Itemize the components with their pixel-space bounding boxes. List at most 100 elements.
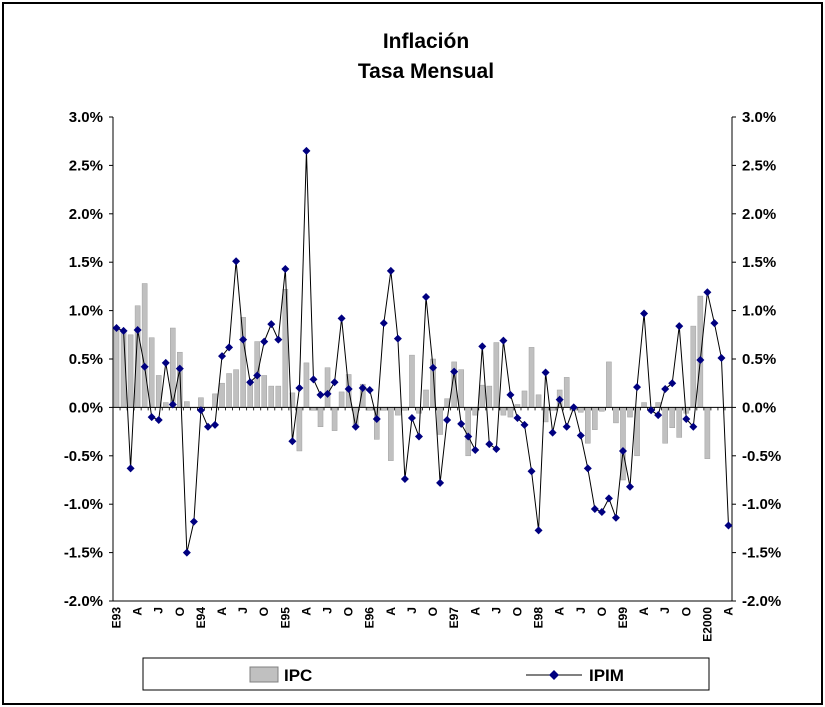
ipim-point: [168, 400, 177, 409]
ipim-point: [506, 390, 515, 399]
ipim-point: [647, 406, 656, 415]
ipim-point: [288, 437, 297, 446]
x-tick-label: A: [299, 607, 313, 616]
ipim-point: [316, 390, 325, 399]
ipc-bar: [521, 390, 528, 408]
ipc-bar: [240, 317, 246, 408]
ipim-point: [682, 415, 691, 424]
x-tick-label: E94: [194, 607, 208, 629]
ipim-point: [618, 446, 627, 455]
ipim-point: [464, 432, 473, 441]
chart-subtitle: Tasa Mensual: [358, 60, 494, 83]
ipim-point: [689, 422, 698, 431]
ipim-point: [175, 364, 184, 373]
ipim-line: [112, 146, 733, 557]
ipc-bar: [507, 407, 514, 418]
ipim-point: [302, 146, 311, 155]
x-tick-label: O: [510, 607, 524, 616]
ipc-bar: [409, 354, 415, 408]
x-tick-label: E97: [447, 607, 461, 629]
ipc-bar: [577, 407, 584, 413]
ipc-bar: [296, 407, 303, 452]
ipc-bar: [113, 327, 120, 408]
x-tick-label: J: [405, 607, 419, 614]
ipim-point: [210, 420, 219, 429]
x-tick-label: O: [679, 607, 693, 616]
ipim-point: [161, 358, 170, 367]
x-tick-label: O: [595, 607, 609, 616]
ipim-point: [218, 352, 227, 361]
ipim-point: [696, 355, 705, 364]
ipim-point: [583, 464, 592, 473]
ipc-bar: [500, 407, 507, 416]
ipim-point: [407, 414, 416, 423]
ipim-point: [267, 320, 276, 329]
ipim-point: [281, 264, 290, 273]
ipc-bar: [219, 382, 225, 408]
ipc-bar: [669, 407, 675, 428]
x-tick-label: O: [173, 607, 187, 616]
y-tick-label-left: -0.5%: [64, 448, 103, 465]
ipim-point: [154, 415, 163, 424]
ipim-point: [555, 395, 564, 404]
y-tick-label-left: 1.0%: [69, 303, 103, 320]
ipim-point: [119, 326, 128, 335]
ipim-point: [717, 354, 726, 363]
ipim-point: [534, 526, 543, 535]
ipc-bar: [683, 407, 690, 414]
legend-swatch-ipc: [249, 666, 279, 683]
ipim-point: [597, 507, 606, 516]
ipim-point: [478, 342, 487, 351]
ipim-point: [126, 464, 135, 473]
ipim-point: [710, 319, 719, 328]
y-tick-label-right: 2.0%: [742, 206, 776, 223]
y-tick-label-right: -1.0%: [742, 496, 781, 513]
ipc-bar: [697, 295, 704, 408]
ipc-bar: [268, 385, 275, 408]
ipim-point: [379, 319, 388, 328]
ipim-point: [661, 385, 670, 394]
ipim-point: [133, 325, 142, 334]
ipc-bar: [690, 325, 697, 408]
y-tick-label-right: 3.0%: [742, 109, 776, 126]
ipim-point: [703, 288, 712, 297]
ipim-point: [239, 335, 248, 344]
ipc-bar: [324, 367, 331, 408]
ipim-point: [189, 517, 198, 526]
y-tick-label-right: 2.5%: [742, 157, 776, 174]
ipim-point: [450, 367, 459, 376]
ipc-bar: [148, 337, 155, 408]
ipc-bar: [388, 407, 394, 461]
ipc-bar: [331, 407, 338, 431]
y-tick-label-left: -1.0%: [64, 496, 103, 513]
ipc-bar: [627, 407, 633, 418]
ipc-bar: [162, 402, 169, 408]
ipc-bar: [127, 334, 134, 408]
ipim-point: [295, 384, 304, 393]
legend-label-ipc: IPC: [284, 666, 312, 685]
ipc-bar: [275, 385, 282, 408]
ipc-bar: [585, 407, 591, 444]
ipim-point: [590, 505, 599, 514]
ipim-point: [654, 411, 663, 420]
ipc-bar: [437, 407, 443, 435]
ipim-point: [675, 322, 684, 331]
ipc-bar: [486, 385, 493, 408]
ipim-point: [548, 428, 557, 437]
y-tick-label-right: 1.5%: [742, 254, 776, 271]
ipc-bar: [563, 377, 570, 408]
ipc-bar: [641, 402, 647, 408]
legend-label-ipim: IPIM: [589, 666, 624, 685]
chart-title: Inflación: [383, 30, 469, 53]
ipc-bar: [479, 384, 486, 408]
x-tick-label: J: [574, 607, 588, 614]
ipim-point: [414, 432, 423, 441]
ipc-bar: [184, 401, 190, 408]
ipc-bar: [303, 362, 310, 408]
ipim-point: [246, 378, 255, 387]
ipim-point: [422, 293, 431, 302]
axes: [109, 116, 736, 602]
ipim-point: [611, 513, 620, 522]
ipc-bar: [338, 391, 345, 408]
ipim-point: [576, 431, 585, 440]
